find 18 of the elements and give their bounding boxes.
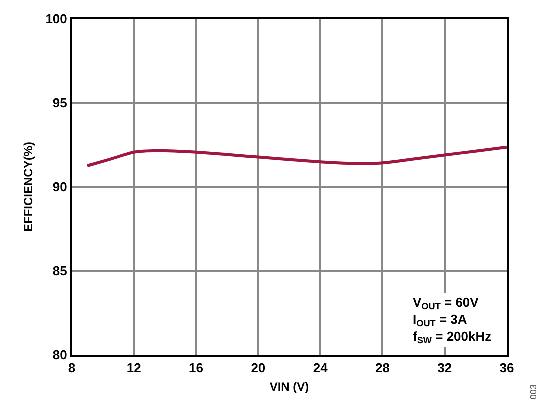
y-axis-title: EFFICIENCY(%) [21,142,36,232]
y-tick-label: 90 [52,180,68,195]
x-tick-label: 12 [126,360,142,376]
y-tick-label: 85 [52,264,68,279]
x-tick-label: 16 [189,360,204,376]
y-tick-label: 80 [52,348,68,363]
x-tick-label: 32 [438,360,452,376]
x-tick-label: 20 [251,360,266,376]
x-tick-label: 28 [375,360,390,376]
x-tick-label: 24 [313,360,329,376]
x-tick-label: 36 [500,360,514,376]
y-tick-label: 95 [52,96,68,111]
x-tick-label: 8 [68,360,76,376]
text: 003 [528,384,539,400]
x-axis-title: VIN (V) [270,380,310,394]
text: V$_{OUT}$ = 60V I$_{OUT}$ = 3A f$_{SW}$ = 200kHz [413,295,492,346]
y-tick-label: 100 [46,12,68,27]
line-series [86,146,507,168]
